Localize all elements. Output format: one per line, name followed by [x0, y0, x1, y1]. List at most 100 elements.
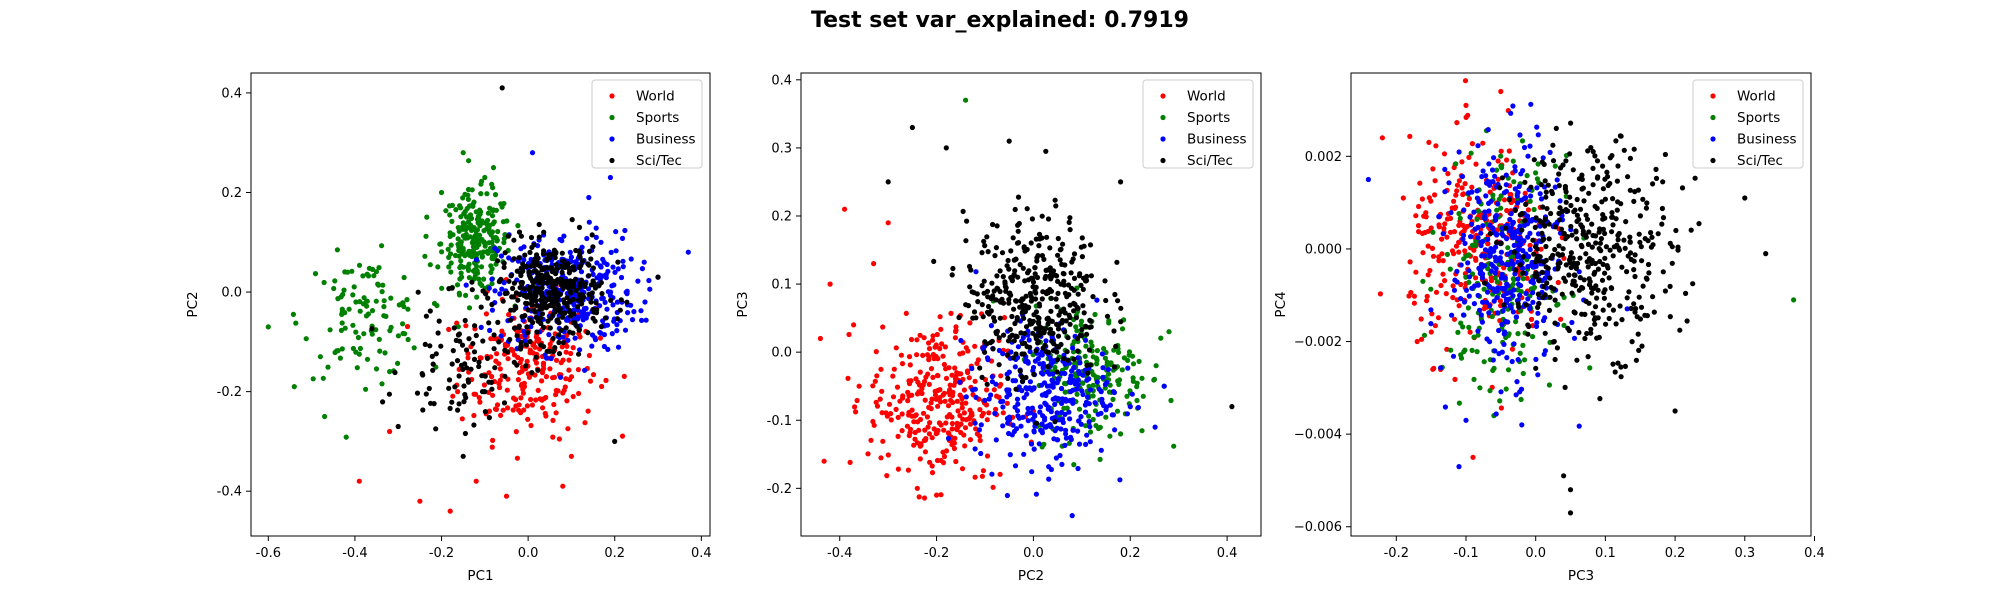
data-point — [1379, 135, 1385, 141]
data-point — [548, 355, 554, 362]
data-point — [498, 333, 504, 339]
data-point — [472, 323, 478, 329]
data-point — [1467, 329, 1473, 335]
data-point — [963, 238, 969, 244]
data-point — [1416, 229, 1422, 235]
data-point — [1062, 370, 1068, 377]
data-point — [584, 235, 590, 242]
data-point — [984, 381, 990, 387]
data-point — [655, 274, 661, 280]
legend-marker — [1710, 136, 1716, 142]
data-point — [1542, 315, 1548, 321]
data-point — [435, 330, 441, 336]
scatter-panel-2: -0.4 -0.2 0.0 0.2 0.4-0.2-0.10.00.10.20.30.4… — [735, 72, 1262, 584]
data-point — [1522, 218, 1528, 224]
data-point — [890, 373, 896, 379]
data-point — [1067, 416, 1073, 422]
data-point — [933, 342, 939, 348]
data-point — [586, 273, 592, 279]
data-point — [961, 410, 968, 416]
data-point — [888, 417, 894, 423]
data-point — [361, 331, 367, 337]
data-point — [909, 413, 915, 419]
data-point — [1546, 307, 1553, 313]
data-point — [1491, 248, 1497, 254]
data-point — [1510, 103, 1516, 109]
data-point — [373, 269, 379, 275]
data-point — [485, 295, 491, 301]
data-point — [1086, 347, 1093, 353]
data-point — [1604, 169, 1610, 175]
data-point — [965, 369, 971, 376]
data-point — [1624, 306, 1630, 312]
data-point — [1009, 332, 1015, 338]
data-point — [474, 294, 480, 300]
data-point — [486, 240, 492, 246]
data-point — [1136, 358, 1142, 364]
data-point — [1047, 245, 1053, 251]
data-point — [608, 297, 614, 303]
data-point — [1594, 158, 1601, 164]
data-point — [1439, 236, 1445, 242]
data-point — [1028, 294, 1034, 300]
data-point — [1459, 173, 1466, 180]
data-point — [1495, 279, 1501, 285]
data-point — [337, 355, 343, 361]
data-point — [1508, 192, 1514, 198]
data-point — [570, 345, 576, 351]
data-point — [570, 393, 576, 400]
data-point — [1115, 298, 1121, 304]
data-point — [522, 338, 529, 344]
data-point — [1520, 248, 1526, 254]
data-point — [1585, 354, 1591, 360]
data-point — [1168, 397, 1174, 404]
data-point — [1083, 441, 1089, 447]
data-point — [1479, 174, 1485, 180]
data-point — [1498, 148, 1504, 154]
data-point — [598, 280, 604, 286]
data-point — [1075, 305, 1081, 312]
data-point — [515, 223, 521, 229]
data-point — [470, 248, 476, 254]
data-point — [1535, 253, 1541, 259]
data-point — [1606, 302, 1612, 308]
data-point — [1092, 400, 1098, 406]
data-point — [550, 296, 556, 302]
data-point — [446, 286, 452, 292]
data-point — [544, 271, 550, 277]
data-point — [1118, 431, 1124, 437]
data-point — [1486, 161, 1492, 167]
data-point — [463, 235, 469, 241]
data-point — [1497, 185, 1503, 191]
data-point — [537, 346, 543, 352]
data-point — [906, 354, 913, 360]
data-point — [1087, 439, 1093, 445]
data-point — [997, 471, 1003, 477]
legend-marker — [1160, 136, 1166, 142]
data-point — [513, 429, 519, 435]
data-point — [1560, 162, 1566, 168]
data-point — [1087, 324, 1093, 330]
data-point — [560, 390, 566, 396]
data-point — [1075, 291, 1081, 297]
data-point — [543, 394, 549, 401]
data-point — [1453, 243, 1460, 249]
data-point — [878, 366, 884, 372]
data-point — [1058, 426, 1064, 432]
data-point — [489, 301, 495, 308]
data-point — [602, 315, 609, 321]
data-point — [1033, 491, 1039, 497]
data-point — [533, 298, 539, 304]
data-point — [941, 453, 948, 460]
data-point — [1499, 321, 1505, 327]
data-point — [1052, 197, 1058, 203]
data-point — [980, 314, 986, 320]
data-point — [1024, 391, 1030, 397]
data-point — [1622, 363, 1628, 369]
data-point — [401, 304, 407, 310]
data-point — [1078, 282, 1084, 288]
data-point — [452, 384, 458, 390]
data-point — [1121, 355, 1127, 361]
data-point — [933, 353, 939, 359]
data-point — [478, 264, 485, 270]
